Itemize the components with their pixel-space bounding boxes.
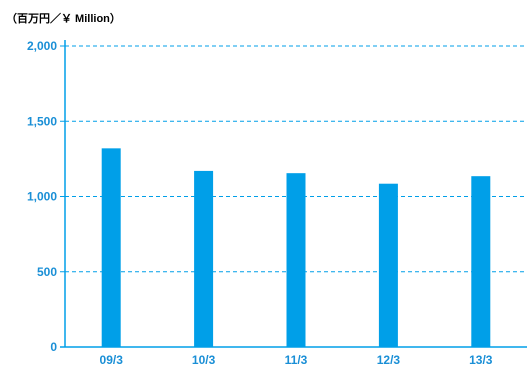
x-tick-label: 11/3 [285,353,308,367]
y-tick-label: 0 [50,340,57,354]
bar [471,176,491,347]
x-tick-label: 12/3 [377,353,401,367]
y-tick-label: 500 [37,265,57,279]
y-tick-label: 2,000 [27,39,57,53]
x-tick-labels: 09/3 10/3 11/3 12/3 13/3 [100,353,493,367]
x-tick-label: 09/3 [100,353,124,367]
bar [101,148,121,347]
bar [286,173,306,347]
bars [101,148,491,347]
y-tick-label: 1,000 [27,190,57,204]
y-tick-label: 1,500 [27,114,57,128]
unit-label: （百万円／￥ Million） [6,12,121,25]
x-tick-label: 10/3 [192,353,216,367]
bar [194,170,214,347]
x-tick-label: 13/3 [469,353,493,367]
y-tick-labels: 0 500 1,000 1,500 2,000 [27,39,57,354]
bar [378,183,398,347]
